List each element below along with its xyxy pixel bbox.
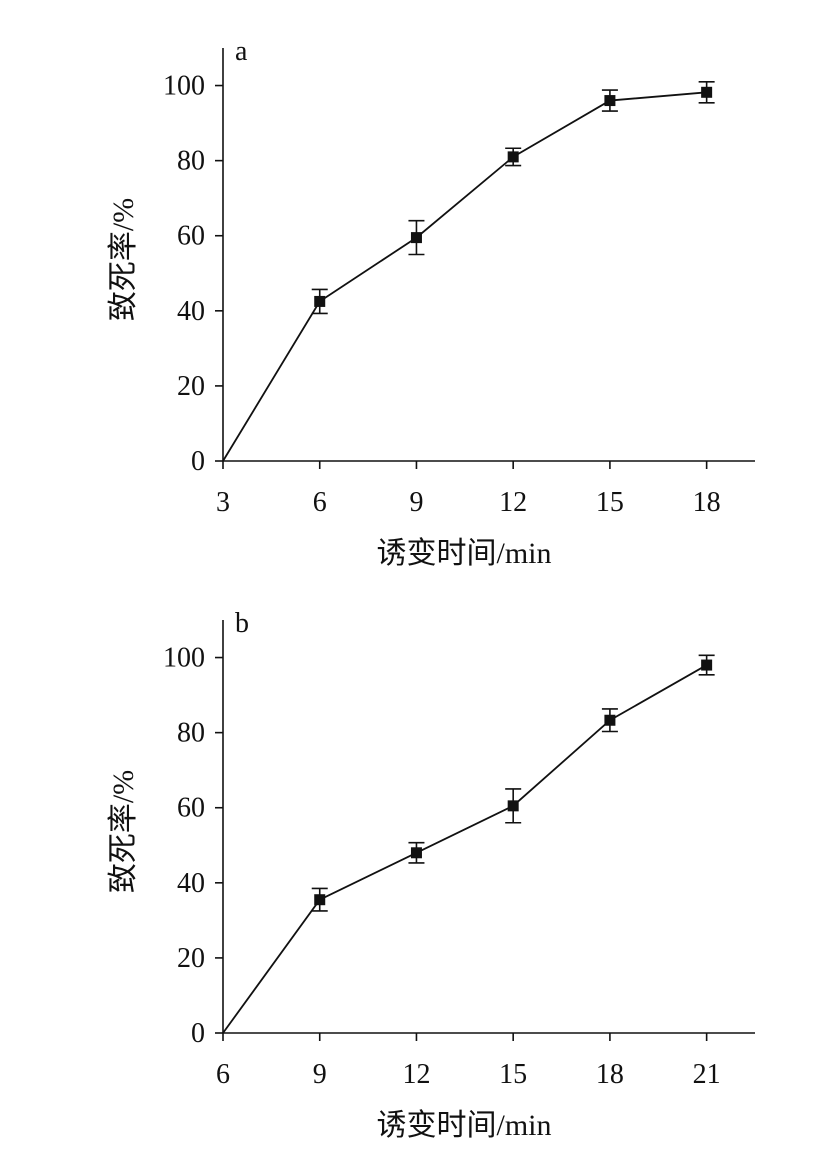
- data-point: [701, 659, 713, 671]
- y-tick-label: 100: [163, 71, 205, 102]
- x-tick-label: 18: [693, 487, 721, 518]
- y-tick-label: 40: [177, 868, 205, 899]
- data-point: [604, 714, 616, 726]
- series-line: [222, 664, 708, 1034]
- data-point: [410, 232, 422, 244]
- data-point: [410, 847, 422, 859]
- y-tick-label: 60: [177, 221, 205, 252]
- x-axis-label: 诱变时间/min: [376, 537, 551, 570]
- y-tick-label: 0: [191, 446, 205, 477]
- panel-label: a: [235, 36, 248, 67]
- x-tick-label: 6: [216, 1059, 230, 1090]
- series-line: [222, 91, 707, 462]
- y-tick-label: 20: [177, 943, 205, 974]
- data-point: [314, 295, 326, 307]
- data-point: [314, 894, 326, 906]
- panel-label: b: [235, 608, 249, 639]
- x-tick-label: 12: [402, 1059, 430, 1090]
- x-tick-label: 9: [409, 487, 423, 518]
- y-tick-label: 20: [177, 371, 205, 402]
- y-tick-label: 100: [163, 643, 205, 674]
- x-tick-label: 15: [499, 1059, 527, 1090]
- x-tick-label: 15: [596, 487, 624, 518]
- x-tick-label: 9: [313, 1059, 327, 1090]
- y-tick-label: 60: [177, 793, 205, 824]
- x-axis-label: 诱变时间/min: [376, 1109, 551, 1142]
- y-tick-label: 0: [191, 1018, 205, 1049]
- y-tick-label: 80: [177, 146, 205, 177]
- x-tick-label: 6: [313, 487, 327, 518]
- data-point: [701, 86, 713, 98]
- x-tick-label: 21: [693, 1059, 721, 1090]
- x-tick-label: 18: [596, 1059, 624, 1090]
- data-point: [507, 800, 519, 812]
- data-point: [604, 95, 616, 107]
- chart-panel-b: 0 20 40 60 80 100 6 9 12 15 18 21 b 诱变时间/min 致死率/%: [107, 608, 755, 1142]
- y-axis-label: 致死率/%: [107, 770, 140, 893]
- chart-panel-a: 0 20 40 60 80 100 3 6 9 12 15 18 a 诱变时间/min 致死率/%: [107, 36, 755, 570]
- x-tick-label: 3: [216, 487, 230, 518]
- y-tick-label: 80: [177, 718, 205, 749]
- x-tick-label: 12: [499, 487, 527, 518]
- y-axis-label: 致死率/%: [107, 198, 140, 321]
- y-tick-label: 40: [177, 296, 205, 327]
- data-point: [507, 151, 519, 163]
